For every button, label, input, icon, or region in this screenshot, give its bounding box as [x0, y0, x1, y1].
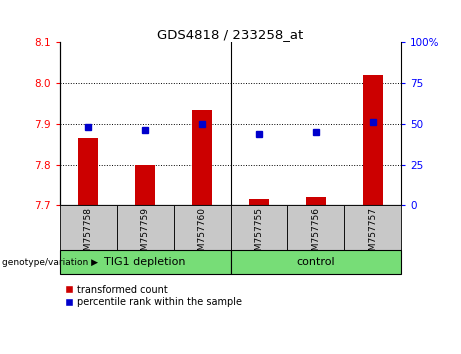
Bar: [249, 199, 269, 205]
Legend: transformed count, percentile rank within the sample: transformed count, percentile rank withi…: [65, 285, 242, 307]
Bar: [60, 205, 117, 250]
Bar: [117, 205, 174, 250]
Bar: [192, 110, 212, 205]
Text: genotype/variation ▶: genotype/variation ▶: [2, 258, 98, 267]
Text: GSM757759: GSM757759: [141, 207, 150, 262]
Title: GDS4818 / 233258_at: GDS4818 / 233258_at: [157, 28, 304, 41]
Bar: [60, 250, 230, 274]
Text: GSM757760: GSM757760: [198, 207, 207, 262]
Text: GSM757755: GSM757755: [254, 207, 263, 262]
Text: GSM757757: GSM757757: [368, 207, 377, 262]
Bar: [306, 197, 326, 205]
Text: TIG1 depletion: TIG1 depletion: [105, 257, 186, 267]
Bar: [78, 138, 98, 205]
Bar: [344, 205, 401, 250]
Bar: [135, 165, 155, 205]
Bar: [230, 205, 287, 250]
Text: GSM757758: GSM757758: [84, 207, 93, 262]
Bar: [174, 205, 230, 250]
Bar: [363, 75, 383, 205]
Bar: [287, 205, 344, 250]
Text: GSM757756: GSM757756: [311, 207, 320, 262]
Text: control: control: [296, 257, 335, 267]
Bar: [230, 250, 401, 274]
